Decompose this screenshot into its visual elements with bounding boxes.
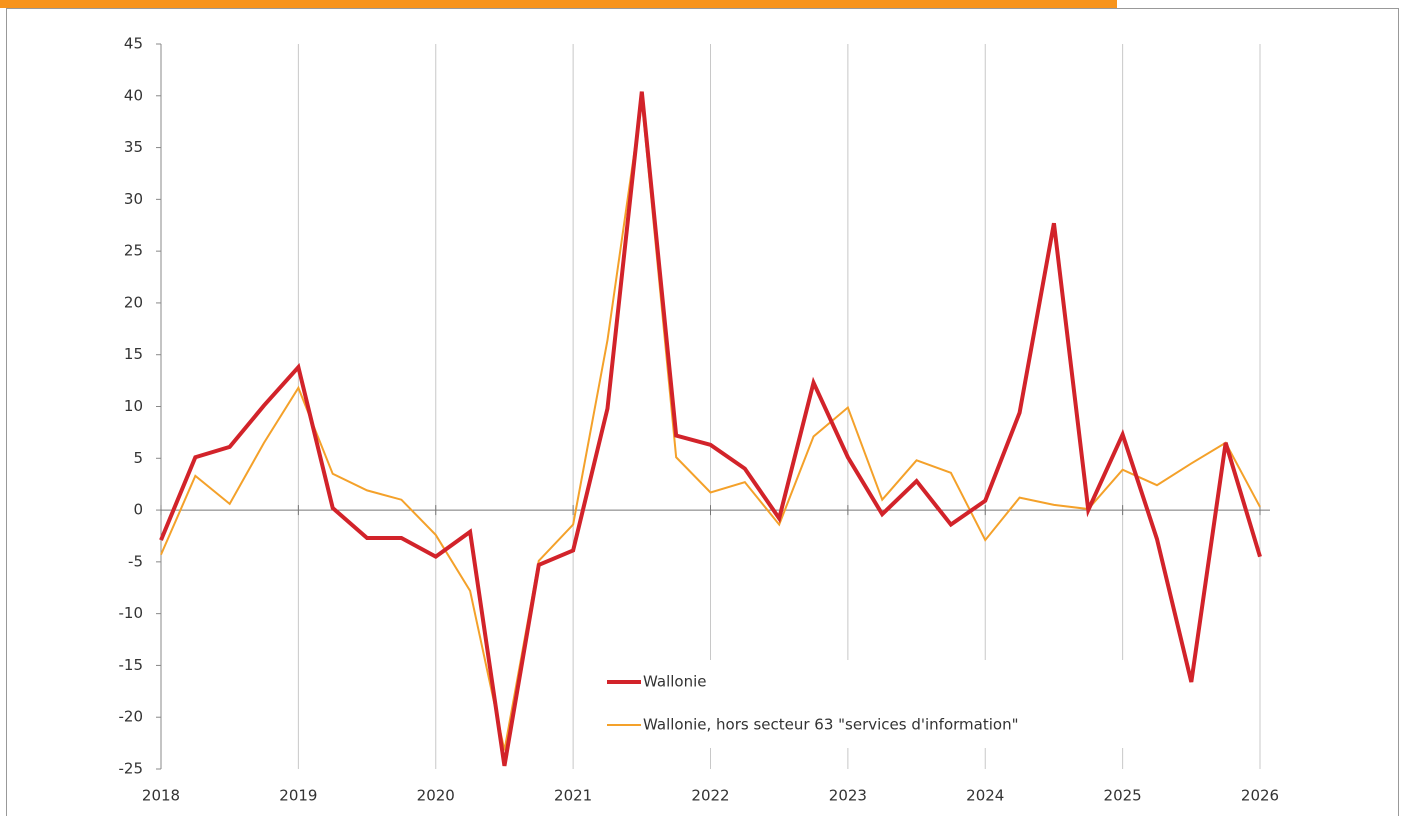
y-tick-label: 45 (124, 35, 143, 53)
y-tick-label: -10 (119, 604, 144, 622)
y-tick-label: -15 (119, 656, 144, 674)
y-tick-label: 5 (133, 449, 143, 467)
y-tick-label: 25 (124, 242, 143, 260)
y-tick-label: 20 (124, 293, 143, 311)
series-line (160, 99, 1261, 751)
x-tick-label: 2019 (279, 787, 317, 805)
x-tick-label: 2022 (691, 787, 729, 805)
header-bar (0, 0, 1117, 8)
x-tick-label: 2024 (966, 787, 1004, 805)
x-tick-label: 2021 (554, 787, 592, 805)
x-tick-label: 2018 (142, 787, 180, 805)
y-tick-label: 15 (124, 345, 143, 363)
y-tick-label: 30 (124, 190, 143, 208)
y-tick-label: 40 (124, 86, 143, 104)
x-tick-label: 2026 (1241, 787, 1279, 805)
x-tick-label: 2020 (417, 787, 455, 805)
legend-box (592, 660, 1152, 748)
chart-frame (6, 8, 1399, 816)
y-tick-label: -20 (119, 708, 144, 726)
series-line (159, 91, 1262, 767)
y-tick-label: 35 (124, 138, 143, 156)
legend-label: Wallonie, hors secteur 63 "services d'in… (643, 716, 1018, 734)
y-tick-label: -5 (128, 552, 143, 570)
y-tick-label: 0 (133, 501, 143, 519)
y-tick-label: -25 (119, 760, 144, 778)
y-tick-label: 10 (124, 397, 143, 415)
legend-label: Wallonie (643, 673, 706, 691)
x-tick-label: 2025 (1104, 787, 1142, 805)
x-tick-label: 2023 (829, 787, 867, 805)
